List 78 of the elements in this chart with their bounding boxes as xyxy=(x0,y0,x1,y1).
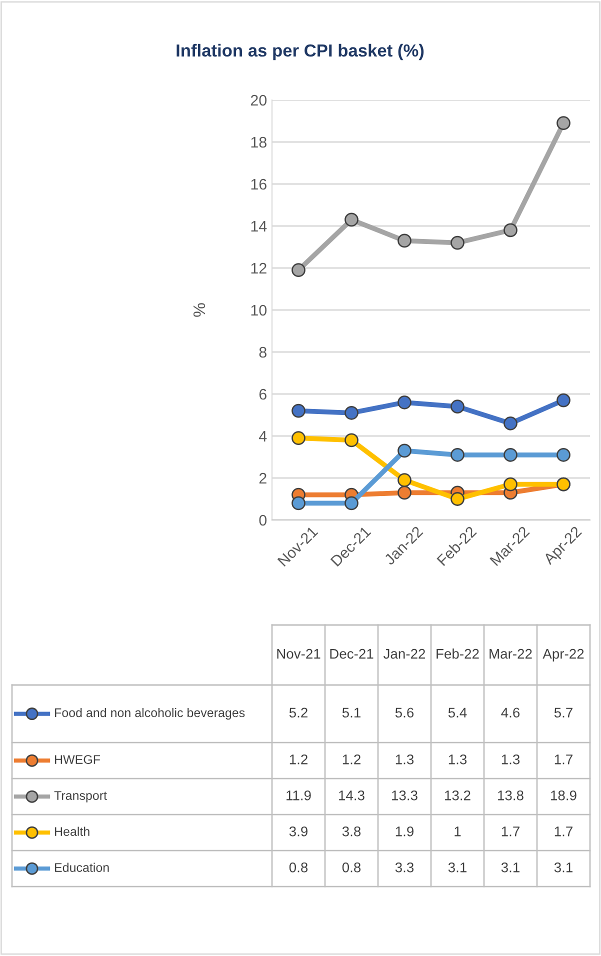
data-label: 1.2 xyxy=(290,754,308,764)
point xyxy=(556,116,570,130)
data-label: 1.7 xyxy=(554,754,572,764)
legend-label: Health xyxy=(55,826,90,836)
category-label: Nov-21 xyxy=(277,648,320,659)
data-label: 13.2 xyxy=(445,790,470,800)
data-label: 5.6 xyxy=(395,708,414,718)
data-label: 14.3 xyxy=(339,790,364,800)
point xyxy=(344,433,358,448)
y-axis-title: % xyxy=(193,303,206,317)
y-tick-label: 0 xyxy=(259,514,267,526)
point xyxy=(398,395,412,410)
y-tick-label: 16 xyxy=(251,178,266,190)
point xyxy=(450,448,464,462)
point xyxy=(292,431,306,446)
data-label: 3.9 xyxy=(289,826,308,836)
data-label: 1.2 xyxy=(342,754,360,764)
point xyxy=(450,400,464,414)
y-tick-label: 12 xyxy=(251,262,266,274)
point xyxy=(450,236,464,250)
legend-label: Food and non alcoholic beverages xyxy=(55,708,245,720)
data-label: 5.2 xyxy=(289,708,308,718)
y-tick-label: 18 xyxy=(251,136,266,148)
point xyxy=(344,212,358,227)
legend-label: HWEGF xyxy=(55,755,100,764)
data-label: 3.1 xyxy=(554,862,572,872)
data-label: 4.6 xyxy=(501,708,520,718)
legend-label: Education xyxy=(55,862,109,872)
data-label: 1.7 xyxy=(554,826,572,836)
point xyxy=(450,492,464,506)
data-label: 3.3 xyxy=(395,862,414,872)
y-tick-label: 8 xyxy=(259,346,266,358)
y-tick-label: 14 xyxy=(251,221,267,232)
category-label: Feb-22 xyxy=(436,648,479,659)
data-label: 1.3 xyxy=(396,754,414,764)
data-label: 13.3 xyxy=(392,790,418,800)
point xyxy=(504,416,518,430)
data-label: 13.8 xyxy=(498,790,524,800)
point xyxy=(504,223,518,238)
point xyxy=(556,448,570,462)
data-label: 0.8 xyxy=(342,862,361,872)
y-tick-label: 2 xyxy=(259,472,266,484)
point xyxy=(556,393,570,408)
point xyxy=(504,448,518,462)
chart-title: Inflation as per CPI basket (%) xyxy=(176,44,424,60)
data-label: 1.3 xyxy=(448,754,467,764)
data-label: 1 xyxy=(454,826,461,836)
data-label: 0.8 xyxy=(289,862,308,872)
point xyxy=(504,477,518,492)
point xyxy=(292,496,306,510)
category-label: Apr-22 xyxy=(542,648,584,662)
data-label: 3.1 xyxy=(448,862,466,872)
data-label: 1.7 xyxy=(502,826,520,836)
category-label: Dec-21 xyxy=(330,648,374,659)
y-tick-label: 20 xyxy=(250,94,267,106)
category-label: Mar-22 xyxy=(490,648,532,659)
y-tick-label: 10 xyxy=(251,304,267,316)
data-label: 3.1 xyxy=(501,862,520,872)
point xyxy=(398,473,412,488)
point xyxy=(292,263,306,278)
point xyxy=(344,496,358,510)
point xyxy=(398,234,412,248)
y-tick-label: 6 xyxy=(259,388,266,400)
legend-label: Transport xyxy=(54,791,107,802)
data-label: 5.7 xyxy=(554,708,572,718)
point xyxy=(344,406,358,420)
point xyxy=(292,404,306,418)
data-label: 18.9 xyxy=(551,790,576,800)
data-label: 1.3 xyxy=(502,754,520,764)
category-label: Jan-22 xyxy=(383,648,426,659)
y-tick-label: 4 xyxy=(258,431,267,442)
data-label: 1.9 xyxy=(396,826,414,836)
data-label: 5.4 xyxy=(448,708,467,718)
point xyxy=(398,444,412,458)
data-label: 3.8 xyxy=(342,826,361,836)
data-label: 5.1 xyxy=(342,708,360,718)
data-label: 11.9 xyxy=(286,790,311,800)
point xyxy=(398,486,412,500)
